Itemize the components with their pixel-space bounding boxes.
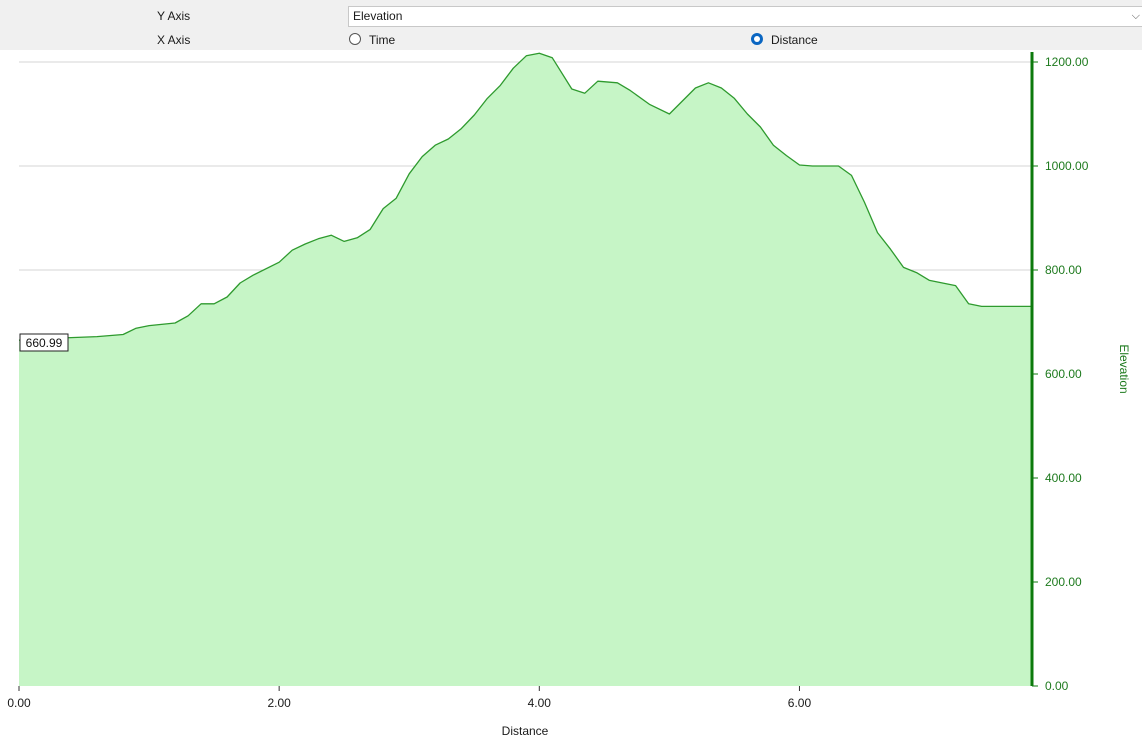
cursor-readout-box <box>19 333 69 352</box>
chevron-down-icon[interactable]: ⌵ <box>1131 10 1140 22</box>
y-tick-label: 600.00 <box>1045 367 1082 381</box>
x-axis-label: X Axis <box>157 33 191 47</box>
y-tick-label: 1200.00 <box>1045 55 1089 69</box>
axis-controls-panel: Y Axis Elevation ⌵ X Axis Time Distance <box>0 0 1142 50</box>
cursor-readout: 660.99 <box>26 336 63 350</box>
y-axis-title: Elevation <box>1117 344 1131 393</box>
x-axis-option-time: Time <box>369 33 396 47</box>
y-tick-label: 200.00 <box>1045 575 1082 589</box>
elevation-chart[interactable]: 0.00 200.00 400.00 600.00 800.00 1000.00 1200.… <box>0 50 1142 741</box>
radio-unchecked-icon[interactable] <box>349 33 361 45</box>
x-tick-label: 6.00 <box>788 696 812 710</box>
x-axis-title: Distance <box>502 724 549 738</box>
x-axis-option-distance: Distance <box>771 33 818 47</box>
elevation-area <box>19 53 1031 686</box>
radio-checked-icon[interactable] <box>751 33 763 45</box>
y-axis-selected-value: Elevation <box>353 9 403 23</box>
x-tick-label: 4.00 <box>528 696 552 710</box>
y-tick-label: 1000.00 <box>1045 159 1089 173</box>
y-axis-select[interactable]: Elevation ⌵ <box>348 6 1142 27</box>
x-axis-radio-time[interactable]: Time <box>349 32 395 48</box>
elevation-line <box>18 52 1031 341</box>
y-tick-label: 800.00 <box>1045 263 1082 277</box>
x-tick-label: 0.00 <box>7 696 31 710</box>
y-axis-label: Y Axis <box>157 9 191 23</box>
x-tick-label: 2.00 <box>267 696 291 710</box>
y-tick-label: 400.00 <box>1045 471 1082 485</box>
x-axis-radio-distance[interactable]: Distance <box>751 32 818 48</box>
y-tick-label: 0.00 <box>1045 679 1069 693</box>
